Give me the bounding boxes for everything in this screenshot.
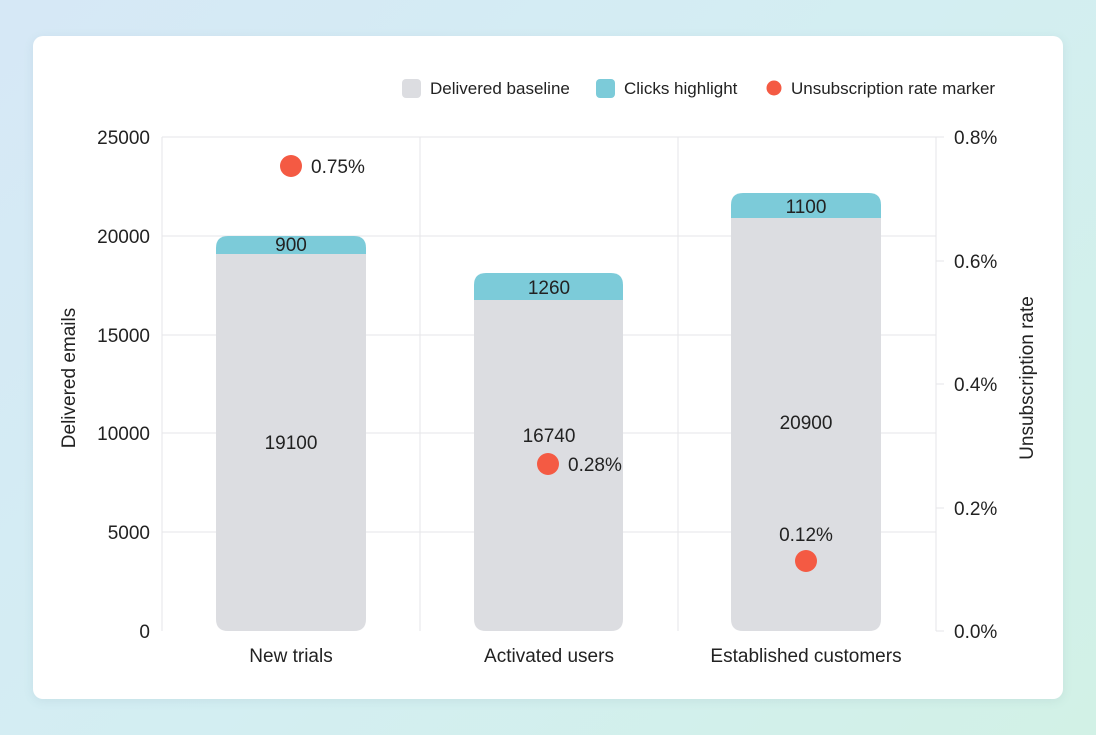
marker-label-activated-users: 0.28%	[568, 455, 622, 476]
left-tick-15000: 15000	[97, 326, 150, 347]
bar-established-customers: 1100 20900	[731, 193, 881, 631]
bar-clicks-established-customers	[731, 193, 881, 218]
legend-swatch-baseline	[402, 79, 421, 98]
legend-swatch-clicks	[596, 79, 615, 98]
left-axis-title: Delivered emails	[59, 308, 80, 448]
baseline-label-new-trials: 19100	[265, 433, 318, 454]
left-tick-5000: 5000	[108, 523, 150, 544]
right-tick-0-6: 0.6%	[954, 252, 997, 273]
marker-new-trials	[280, 155, 302, 177]
baseline-label-established-customers: 20900	[780, 413, 833, 434]
left-tick-0: 0	[139, 622, 150, 643]
marker-established-customers	[795, 550, 817, 572]
clicks-label-new-trials: 900	[275, 235, 307, 256]
marker-label-new-trials: 0.75%	[311, 157, 365, 178]
left-tick-20000: 20000	[97, 227, 150, 248]
clicks-label-established-customers: 1100	[786, 197, 827, 218]
legend-label-unsubscription: Unsubscription rate marker	[791, 79, 995, 98]
legend-marker-unsubscription	[766, 80, 782, 96]
x-axis: New trials Activated users Established c…	[249, 646, 901, 667]
right-tick-0-2: 0.2%	[954, 499, 997, 520]
right-axis: 0.0% 0.2% 0.4% 0.6% 0.8% Unsubscription …	[954, 128, 1038, 643]
category-activated-users: Activated users	[484, 646, 614, 667]
left-tick-10000: 10000	[97, 424, 150, 445]
legend-label-clicks: Clicks highlight	[624, 79, 738, 98]
left-axis: 0 5000 10000 15000 20000 25000 Delivered…	[59, 128, 150, 643]
legend-label-baseline: Delivered baseline	[430, 79, 570, 98]
category-established-customers: Established customers	[710, 646, 901, 667]
legend: Delivered baseline Clicks highlight Unsu…	[402, 79, 995, 98]
bar-baseline-new-trials	[216, 254, 366, 631]
right-axis-title: Unsubscription rate	[1017, 296, 1038, 460]
right-tick-0-4: 0.4%	[954, 375, 997, 396]
marker-label-established-customers: 0.12%	[779, 525, 833, 546]
baseline-label-activated-users: 16740	[523, 426, 576, 447]
bar-clicks-activated-users	[474, 273, 623, 300]
bar-clicks-new-trials	[216, 236, 366, 254]
category-new-trials: New trials	[249, 646, 332, 667]
bar-baseline-established-customers	[731, 218, 881, 631]
bar-activated-users: 1260 16740	[474, 273, 623, 631]
left-tick-25000: 25000	[97, 128, 150, 149]
right-tick-0: 0.0%	[954, 622, 997, 643]
bar-new-trials: 900 19100	[216, 235, 366, 631]
marker-activated-users	[537, 453, 559, 475]
right-tick-0-8: 0.8%	[954, 128, 997, 149]
unsubscription-markers: 0.75% 0.28% 0.12%	[280, 155, 833, 572]
clicks-label-activated-users: 1260	[528, 278, 570, 299]
